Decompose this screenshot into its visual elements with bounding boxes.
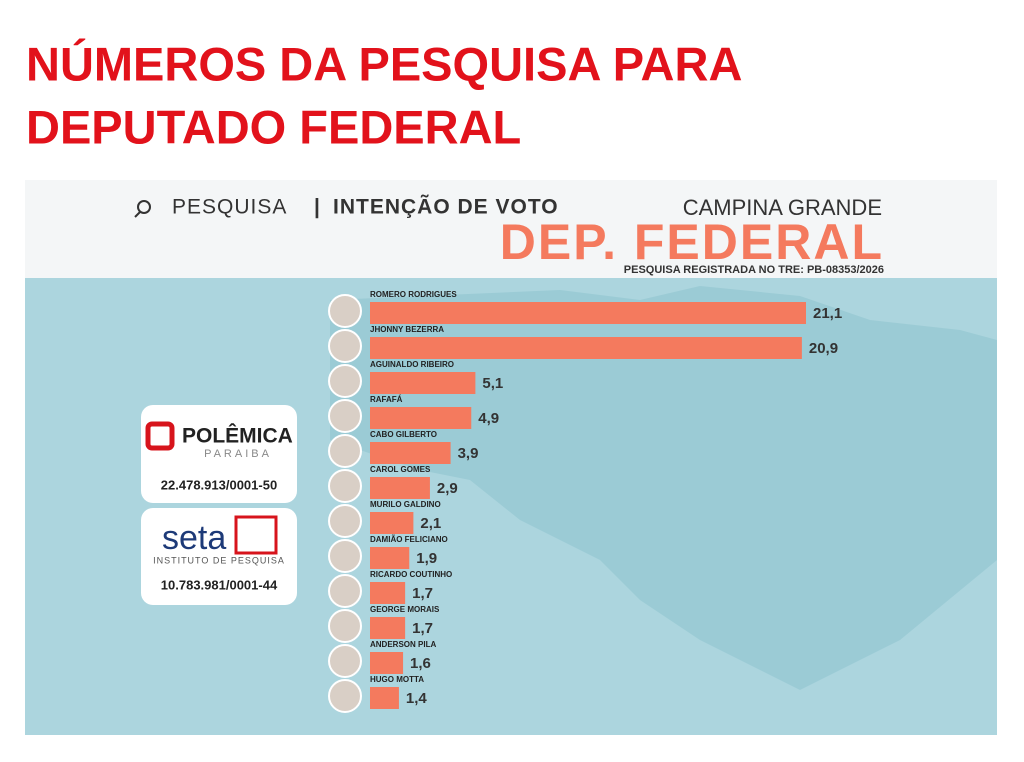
headline: DEPUTADO FEDERAL [26,100,521,153]
bar [370,652,404,674]
avatar [328,644,362,678]
avatar [328,329,362,363]
bar [370,547,410,569]
candidate-name: JHONNY BEZERRA [370,325,444,334]
avatar [328,399,362,433]
bar [370,617,406,639]
city: CAMPINA GRANDE [683,195,882,220]
bar [370,442,451,464]
candidate-name: MURILO GALDINO [370,500,441,509]
bar-chart: ROMERO RODRIGUES 21,1 JHONNY BEZERRA 20,9 AG… [328,290,842,713]
avatar [328,364,362,398]
value-label: 1,6 [410,655,431,672]
value-label: 1,4 [406,690,428,707]
value-label: 5,1 [482,375,503,392]
avatar [328,294,362,328]
candidate-name: DAMIÃO FELICIANO [370,535,448,544]
value-label: 4,9 [478,410,499,427]
avatar [328,504,362,538]
sponsor-sub: INSTITUTO DE PESQUISA [153,555,285,565]
value-label: 3,9 [458,445,479,462]
sponsor-id: 22.478.913/0001-50 [161,477,277,492]
candidate-name: AGUINALDO RIBEIRO [370,360,454,369]
candidate-name: CAROL GOMES [370,465,431,474]
value-label: 1,9 [416,550,437,567]
value-label: 1,7 [412,585,433,602]
value-label: 21,1 [813,305,842,322]
bar [370,337,802,359]
candidate-name: ANDERSON PILA [370,640,436,649]
avatar [328,434,362,468]
subtitle: INTENÇÃO DE VOTO [333,196,559,219]
avatar [328,539,362,573]
bar [370,477,430,499]
bar [370,372,476,394]
avatar [328,574,362,608]
candidate-name: ROMERO RODRIGUES [370,290,457,299]
value-label: 2,1 [420,515,441,532]
map-shape [330,286,997,690]
search-icon [137,200,151,214]
sponsor-sub: PARAIBA [204,448,272,460]
avatar [328,679,362,713]
sponsor-logo [234,515,278,555]
avatar [328,469,362,503]
separator: | [314,196,320,219]
sponsor-name: POLÊMICA [182,424,293,448]
bar [370,512,414,534]
bar [370,407,472,429]
sponsor-name: seta [162,519,226,557]
value-label: 1,7 [412,620,433,637]
bar [370,582,406,604]
value-label: 20,9 [809,340,838,357]
candidate-name: CABO GILBERTO [370,430,437,439]
sponsor-id: 10.783.981/0001-44 [161,577,278,592]
avatar [328,609,362,643]
value-label: 2,9 [437,480,458,497]
sponsor-card [141,405,297,503]
candidate-name: RAFAFÁ [370,395,403,404]
office: DEP. FEDERAL [500,214,884,270]
candidate-name: HUGO MOTTA [370,675,424,684]
sponsor-card [141,508,297,605]
candidate-name: RICARDO COUTINHO [370,570,452,579]
search-icon [134,211,141,218]
headline: NÚMEROS DA PESQUISA PARA [26,37,742,90]
bar [370,302,806,324]
bar [370,687,399,709]
search-label: PESQUISA [172,196,287,219]
registration: PESQUISA REGISTRADA NO TRE: PB-08353/202… [624,264,884,276]
sponsor-logo [145,421,175,451]
candidate-name: GEORGE MORAIS [370,605,440,614]
